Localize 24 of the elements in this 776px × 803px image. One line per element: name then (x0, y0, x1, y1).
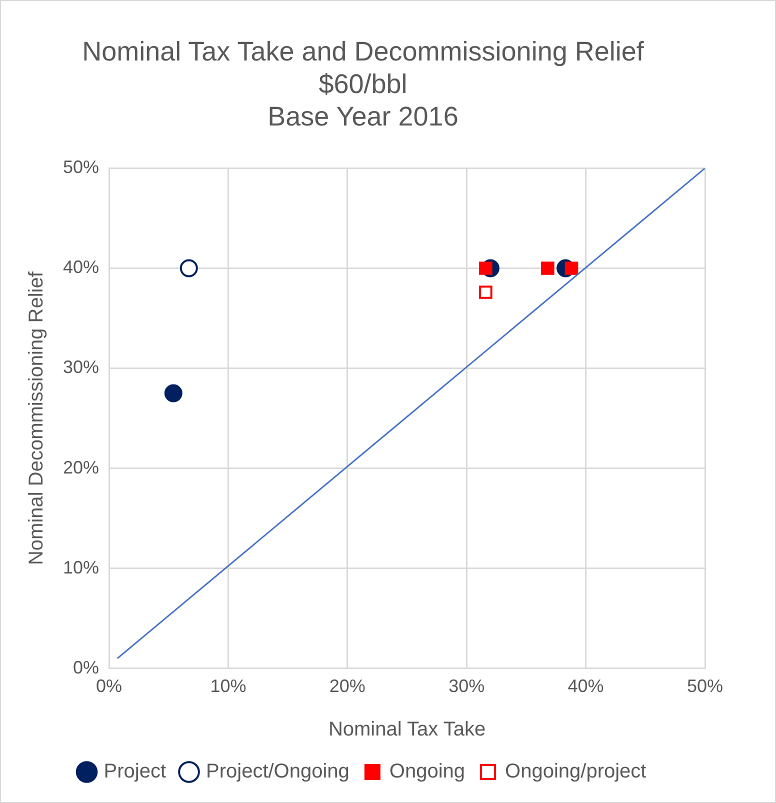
chart-title: Nominal Tax Take and Decommissioning Relief $60/bbl Base Year 2016 (82, 36, 644, 132)
x-tick-label: 20% (329, 676, 366, 696)
point (479, 286, 492, 299)
x-axis-title: Nominal Tax Take (328, 718, 486, 741)
legend-label: Project (104, 760, 166, 783)
x-tick-label: 50% (686, 676, 724, 696)
x-tick-label: 40% (568, 676, 604, 696)
y-tick-label: 40% (62, 257, 100, 278)
y-axis-title: Nominal Decommissioning Relief (26, 271, 48, 566)
point (180, 259, 198, 278)
y-tick-label: 10% (62, 557, 100, 578)
point (541, 262, 554, 275)
point (164, 384, 182, 402)
point (564, 262, 578, 275)
legend-label: Ongoing (389, 760, 466, 783)
y-tick-label: 0% (73, 657, 100, 678)
y-tick-label: 30% (62, 357, 100, 378)
x-tick-label: 0% (96, 676, 122, 696)
y-tick-label: 50% (62, 157, 100, 178)
legend-label: Ongoing/project (505, 760, 647, 783)
x-tick-label: 10% (210, 676, 246, 696)
legend-label: Project/Ongoing (206, 760, 350, 783)
x-tick-label: 30% (448, 676, 485, 696)
y-tick-label: 20% (62, 457, 100, 478)
